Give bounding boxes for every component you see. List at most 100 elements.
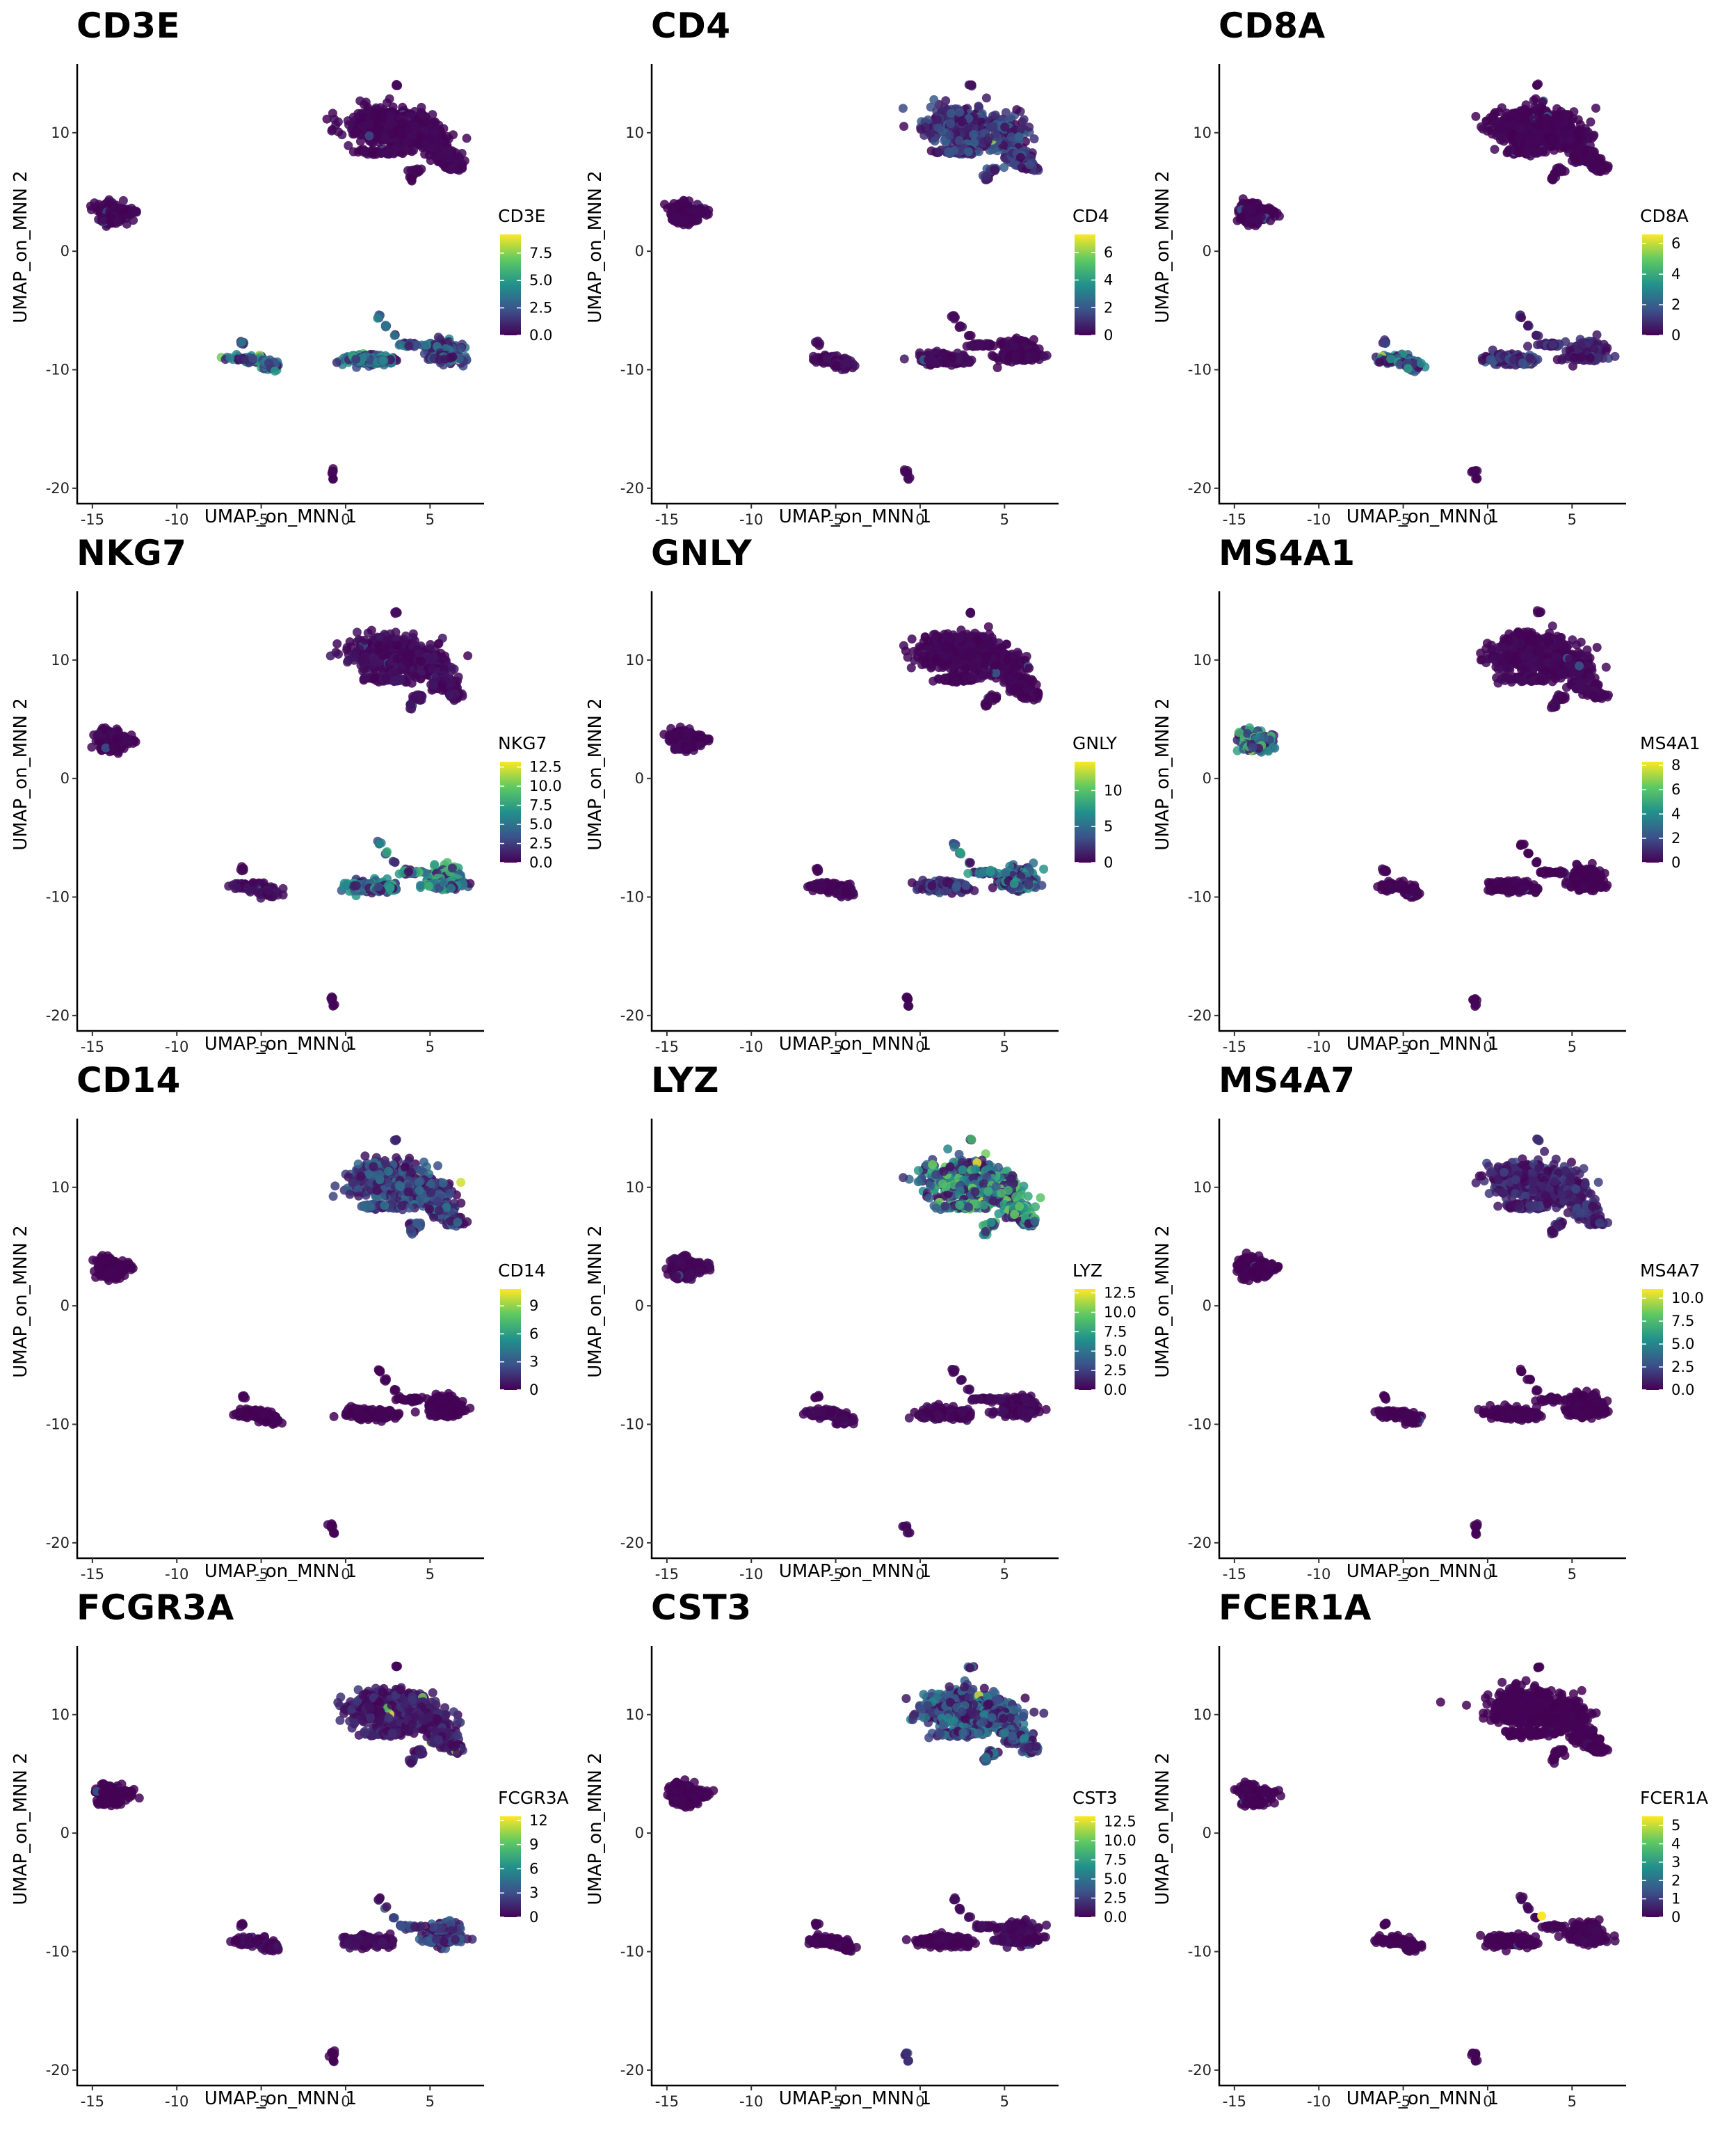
data-point [407,176,417,186]
colorbar-tick-label: 0.0 [529,327,552,344]
y-tick-label: -20 [620,480,644,497]
data-point [433,333,443,342]
data-point [453,152,463,161]
data-point [373,127,383,136]
data-point [898,104,908,113]
data-point [679,215,689,225]
data-point [1478,124,1488,134]
data-point [1560,127,1570,136]
data-point [376,149,386,159]
data-point [989,341,999,351]
x-tick-label: -5 [828,511,843,527]
data-point [1574,131,1584,141]
data-point [1514,147,1524,157]
data-point [671,214,681,223]
data-point [955,321,965,331]
data-point [981,171,991,181]
data-point [951,312,960,322]
x-tick-label: 0 [915,511,924,527]
data-point [129,216,138,225]
data-point [1586,117,1596,127]
data-point [393,81,403,90]
x-tick-label: 5 [1000,511,1009,527]
data-point [378,114,387,124]
y-tick-label: 10 [625,125,644,141]
data-point [1514,134,1524,143]
data-point [989,143,999,153]
x-tick-label: -10 [165,511,188,527]
data-point [899,122,909,131]
data-point [1603,163,1613,173]
data-point [929,95,939,104]
data-point [264,358,273,368]
x-tick-label: -15 [655,511,679,527]
data-point [1495,123,1504,133]
data-point [330,114,339,124]
data-point [1534,79,1543,89]
y-axis-label: UMAP_on_MNN 2 [585,143,606,351]
data-point [977,109,987,118]
data-point [996,339,1006,349]
data-point [1502,109,1511,118]
data-point [974,102,983,111]
data-point [1569,152,1578,161]
y-tick-label: -10 [46,362,70,378]
data-point [1012,105,1022,115]
data-point [420,340,430,350]
data-point [1521,100,1531,110]
data-point [113,216,122,226]
data-point [442,131,452,141]
data-point [1549,145,1559,155]
data-point [366,356,376,366]
data-point [360,147,369,157]
data-point [947,353,957,362]
colorbar-tick-label: 2 [1104,299,1113,316]
data-point [924,355,933,365]
data-point [1502,120,1512,130]
x-tick-label: 5 [426,511,435,527]
data-point [385,94,394,104]
data-point [1548,172,1558,182]
data-point [351,354,361,364]
data-point [1017,124,1026,134]
data-point [355,136,365,146]
data-point [981,93,991,103]
data-point [1029,134,1039,144]
colorbar [1075,234,1095,335]
data-point [397,131,407,141]
data-point [351,125,360,135]
data-point [383,147,393,157]
data-point [823,354,833,364]
data-point [364,131,374,141]
data-point [1019,115,1029,125]
y-tick-label: 0 [61,243,70,259]
colorbar-tick-label: 7.5 [529,245,552,262]
data-point [118,195,128,205]
legend-title: CD4 [1072,206,1109,226]
data-point [99,216,108,225]
data-point [409,145,418,155]
x-axis-label: UMAP_on_MNN 1 [77,506,484,527]
data-point [385,112,395,121]
data-point [986,122,995,131]
data-point [369,148,378,158]
data-point [1559,109,1569,119]
data-point [344,141,353,150]
data-point [916,125,926,134]
data-point [435,355,444,365]
data-point [1565,135,1575,145]
data-point [954,136,964,145]
data-point [1471,111,1481,121]
data-point [1491,117,1501,127]
data-point [831,360,841,370]
data-point [1001,108,1011,118]
data-point [1531,94,1541,104]
x-tick-label: -5 [254,511,268,527]
data-point [999,163,1009,173]
data-point [1024,122,1034,132]
data-point [435,151,444,161]
data-point [992,363,1002,372]
data-point [1542,113,1551,123]
